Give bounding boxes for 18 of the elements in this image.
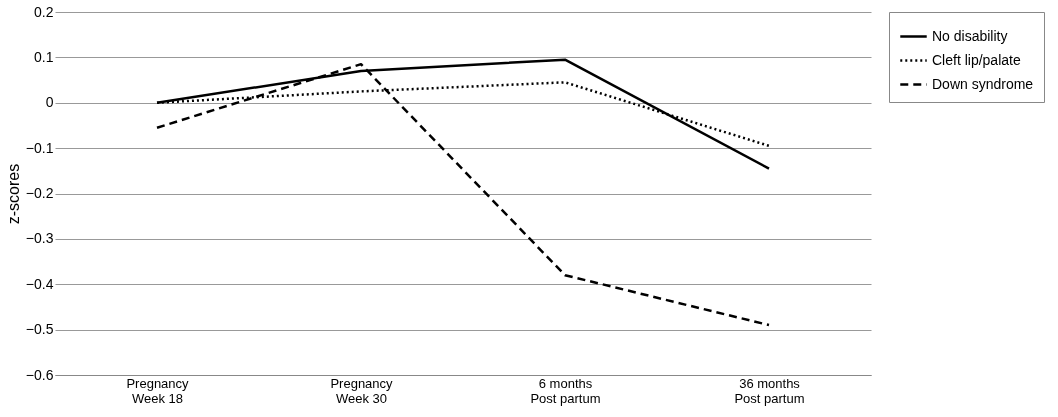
y-tick-label: −0.4 [25,275,54,292]
legend-label: Down syndrome [932,75,1034,92]
x-tick-label: 36 months Post partum [734,375,805,406]
y-tick-label: −0.6 [25,366,54,383]
legend-label: Cleft lip/palate [932,51,1021,68]
y-tick-label: −0.2 [25,185,54,201]
y-tick-label: −0.1 [25,139,54,156]
y-tick-label: −0.5 [25,321,54,338]
y-tick-label: 0.2 [34,3,54,20]
y-tick-label: 0.1 [34,48,54,65]
x-tick-label: Pregnancy Week 18 [126,375,190,406]
line-series [155,62,771,327]
y-axis-title: z-scores [4,163,22,225]
x-tick-label: Pregnancy Week 30 [330,375,394,406]
y-tick-label: 0 [45,94,54,111]
y-tick-label: −0.3 [25,230,54,247]
x-tick-label: 6 months Post partum [530,375,601,406]
legend-label: No disability [932,27,1008,44]
